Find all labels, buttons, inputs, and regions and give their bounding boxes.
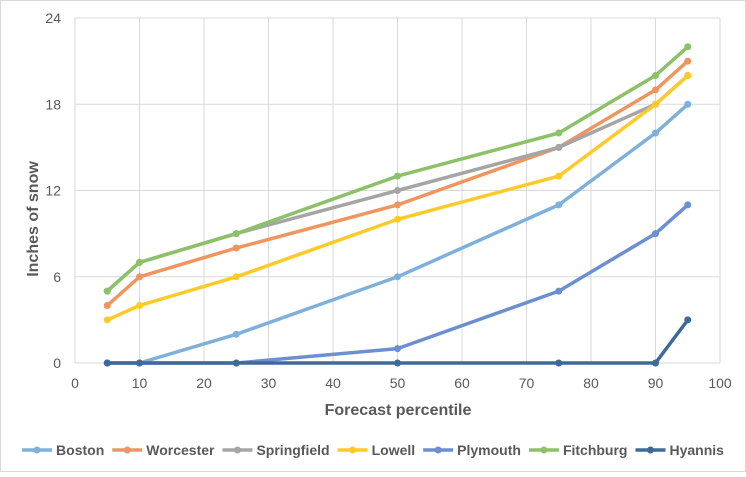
data-point-worcester	[136, 273, 143, 281]
x-tick-label: 40	[325, 375, 341, 391]
x-tick-label: 0	[71, 375, 79, 391]
data-point-boston	[652, 129, 659, 137]
data-point-worcester	[232, 244, 240, 252]
legend-item-plymouth: Plymouth	[423, 442, 521, 458]
legend-label-lowell: Lowell	[372, 442, 416, 458]
y-tick-label: 6	[53, 269, 61, 285]
data-point-fitchburg	[555, 129, 563, 137]
data-point-plymouth	[394, 345, 401, 353]
legend-marker-fitchburg	[540, 446, 548, 454]
legend-item-springfield: Springfield	[222, 442, 330, 458]
data-point-fitchburg	[394, 172, 401, 180]
legend-marker-worcester	[123, 446, 131, 454]
data-point-hyannis	[394, 359, 401, 367]
data-point-lowell	[394, 215, 401, 223]
data-point-hyannis	[232, 359, 240, 367]
legend-item-lowell: Lowell	[337, 442, 416, 458]
legend-label-fitchburg: Fitchburg	[563, 442, 628, 458]
data-point-boston	[394, 273, 401, 281]
data-point-fitchburg	[232, 230, 240, 238]
data-point-boston	[232, 330, 240, 338]
legend-label-worcester: Worcester	[146, 442, 215, 458]
x-tick-label: 10	[132, 375, 148, 391]
data-point-hyannis	[103, 359, 111, 367]
data-point-worcester	[684, 57, 692, 65]
y-axis-title: Inches of snow	[25, 161, 42, 277]
data-point-fitchburg	[684, 43, 692, 51]
legend-item-worcester: Worcester	[112, 442, 215, 458]
data-point-boston	[555, 201, 563, 209]
data-point-lowell	[136, 302, 143, 309]
legend-label-boston: Boston	[56, 442, 104, 458]
y-tick-label: 0	[53, 355, 61, 371]
y-tick-label: 12	[45, 183, 61, 199]
data-point-hyannis	[684, 316, 692, 324]
data-point-hyannis	[555, 359, 563, 367]
data-point-plymouth	[555, 287, 563, 295]
x-axis-title: Forecast percentile	[325, 402, 472, 419]
data-point-worcester	[103, 302, 111, 309]
x-tick-label: 90	[648, 375, 664, 391]
data-point-lowell	[652, 100, 659, 108]
legend-label-plymouth: Plymouth	[457, 442, 521, 458]
x-tick-label: 20	[196, 375, 212, 391]
legend-marker-boston	[33, 446, 41, 454]
legend-item-hyannis: Hyannis	[635, 442, 724, 458]
legend: Boston Worcester Springfield Lowell Plymouth…	[22, 442, 724, 458]
series-hyannis	[103, 316, 692, 367]
y-tick-label: 24	[45, 10, 61, 26]
series-lowell	[103, 72, 692, 324]
series-lines	[103, 43, 692, 367]
x-tick-label: 60	[454, 375, 470, 391]
x-tick-label: 100	[708, 375, 732, 391]
legend-marker-springfield	[233, 446, 241, 454]
data-point-worcester	[652, 86, 659, 94]
data-point-fitchburg	[136, 258, 143, 266]
data-point-hyannis	[136, 359, 143, 367]
data-point-boston	[684, 100, 692, 108]
legend-marker-hyannis	[646, 446, 654, 454]
tick-labels: 0 10 20 30 40 50 60 70 80 90 100 0 6 12 18 24	[45, 10, 731, 391]
data-point-hyannis	[652, 359, 659, 367]
legend-label-springfield: Springfield	[256, 442, 329, 458]
data-point-plymouth	[684, 201, 692, 209]
legend-label-hyannis: Hyannis	[669, 442, 724, 458]
data-point-lowell	[103, 316, 111, 324]
y-tick-label: 18	[45, 96, 61, 112]
legend-item-fitchburg: Fitchburg	[528, 442, 628, 458]
data-point-lowell	[555, 172, 563, 180]
x-tick-label: 70	[519, 375, 535, 391]
x-tick-label: 50	[390, 375, 406, 391]
data-point-fitchburg	[103, 287, 111, 295]
data-point-worcester	[394, 201, 401, 209]
x-tick-label: 30	[261, 375, 277, 391]
legend-marker-plymouth	[434, 446, 442, 454]
data-point-plymouth	[652, 230, 659, 238]
data-point-fitchburg	[652, 72, 659, 79]
legend-marker-lowell	[349, 446, 357, 454]
data-point-springfield	[394, 187, 401, 194]
data-point-lowell	[684, 72, 692, 79]
series-fitchburg	[103, 43, 692, 295]
legend-item-boston: Boston	[22, 442, 104, 458]
data-point-lowell	[232, 273, 240, 281]
data-point-springfield	[555, 143, 563, 151]
x-tick-label: 80	[583, 375, 599, 391]
